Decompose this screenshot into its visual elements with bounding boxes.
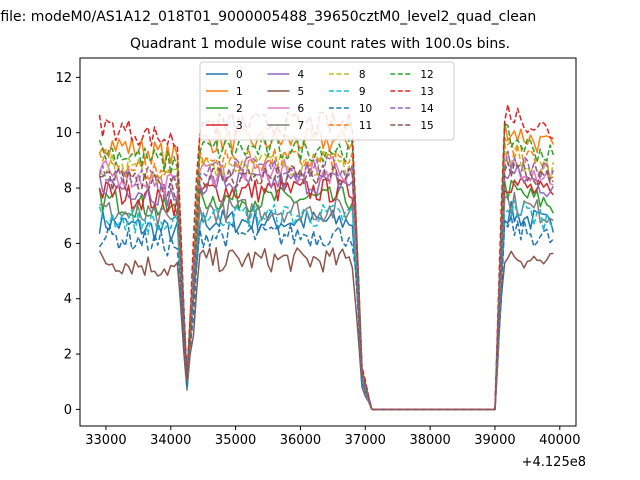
- series-layer: [98, 103, 555, 411]
- axes-frame: [79, 57, 577, 427]
- chart-suptitle: n file: modeM0/AS1A12_018T01_9000005488_…: [0, 9, 537, 25]
- y-tick-label: 4: [64, 292, 72, 307]
- x-tick-label: 40000: [539, 433, 580, 448]
- y-tick-label: 12: [55, 71, 72, 86]
- legend-box: [199, 61, 455, 141]
- series-line-5: [98, 246, 554, 411]
- x-tick-label: 33000: [85, 433, 126, 448]
- legend-label-0: 0: [236, 69, 243, 81]
- y-tick-label: 2: [64, 348, 72, 363]
- legend-label-3: 3: [236, 120, 243, 132]
- series-line-0: [98, 200, 555, 411]
- series-line-12: [98, 123, 555, 411]
- y-axis: 0 2 4 6 8 10 12: [55, 71, 80, 418]
- x-offset-label: +4.125e8: [522, 455, 586, 470]
- legend-label-4: 4: [297, 69, 304, 81]
- series-line-9: [98, 199, 554, 411]
- y-tick-label: 10: [55, 126, 72, 141]
- y-tick-label: 8: [64, 182, 72, 197]
- legend-label-6: 6: [297, 103, 304, 115]
- x-axis: 33000 34000 35000 36000 37000 38000 39000 40000: [85, 426, 580, 448]
- series-line-1: [98, 120, 554, 411]
- legend-label-14: 14: [420, 103, 434, 115]
- legend-label-12: 12: [420, 69, 433, 81]
- legend-label-10: 10: [359, 103, 372, 115]
- y-tick-label: 0: [64, 403, 72, 418]
- legend-label-1: 1: [236, 86, 243, 98]
- chart-title: Quadrant 1 module wise count rates with …: [130, 36, 510, 52]
- legend-label-11: 11: [359, 120, 372, 132]
- legend-label-7: 7: [297, 120, 304, 132]
- y-tick-label: 6: [64, 237, 72, 252]
- x-tick-label: 36000: [280, 433, 321, 448]
- x-tick-label: 39000: [474, 433, 515, 448]
- series-line-15: [99, 161, 554, 411]
- legend-label-8: 8: [359, 69, 366, 81]
- series-line-13: [98, 103, 554, 411]
- series-line-4: [98, 164, 554, 411]
- legend-label-13: 13: [420, 86, 433, 98]
- series-line-10: [98, 215, 554, 411]
- series-line-14: [98, 150, 555, 411]
- legend-label-15: 15: [420, 120, 433, 132]
- x-tick-label: 37000: [345, 433, 386, 448]
- x-tick-label: 35000: [215, 433, 256, 448]
- legend-label-5: 5: [297, 86, 304, 98]
- x-tick-label: 34000: [150, 433, 191, 448]
- x-tick-label: 38000: [409, 433, 450, 448]
- legend-label-2: 2: [236, 103, 243, 115]
- legend-label-9: 9: [359, 86, 366, 98]
